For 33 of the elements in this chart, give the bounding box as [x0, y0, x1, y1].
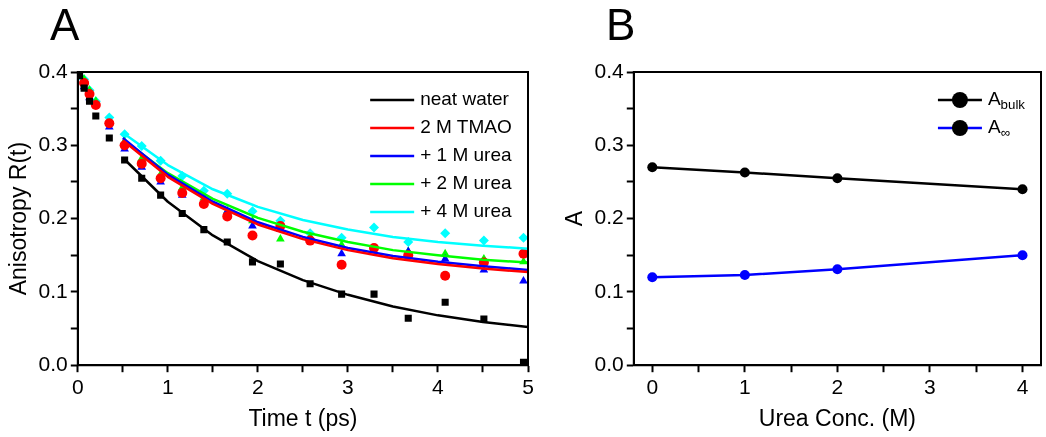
x-axis-title: Urea Conc. (M)	[758, 404, 916, 431]
y-tick-label: 0.4	[594, 58, 625, 82]
x-tick-label: 3	[342, 374, 354, 398]
x-tick-label: 3	[924, 374, 936, 398]
x-tick-label: 4	[432, 374, 445, 398]
legend-label: + 1 M urea	[420, 144, 512, 166]
legend-label: A∞	[987, 116, 1011, 141]
text: B	[606, 0, 636, 49]
y-tick-label: 0.0	[38, 352, 68, 375]
y-tick-label: 0.4	[38, 58, 69, 82]
y-tick-label: 0.1	[38, 278, 68, 302]
x-tick-label: 1	[739, 374, 751, 398]
legend-label: 2 M TMAO	[420, 116, 512, 138]
x-tick-label: 0	[71, 374, 84, 398]
legend-label: neat water	[420, 88, 510, 110]
y-tick-label: 0.3	[38, 132, 68, 156]
y-tick-label: 0.2	[594, 205, 624, 229]
y-axis-title: Anisotropy R(t)	[5, 141, 32, 296]
y-tick-label: 0.0	[594, 352, 624, 375]
x-tick-label: 2	[831, 374, 844, 398]
y-tick-label: 0.3	[594, 132, 624, 156]
x-tick-label: 0	[646, 374, 659, 398]
x-tick-label: 2	[252, 374, 264, 398]
legend-label: + 4 M urea	[420, 200, 512, 222]
x-tick-label: 5	[522, 374, 534, 398]
y-axis-title: A	[561, 210, 588, 227]
legend-label: + 2 M urea	[420, 172, 512, 194]
x-tick-label: 4	[1016, 374, 1029, 398]
y-tick-label: 0.1	[594, 278, 624, 302]
x-tick-label: 1	[161, 374, 174, 398]
text: A	[50, 0, 80, 49]
y-tick-label: 0.2	[38, 205, 68, 229]
x-axis-title: Time t (ps)	[248, 404, 358, 431]
